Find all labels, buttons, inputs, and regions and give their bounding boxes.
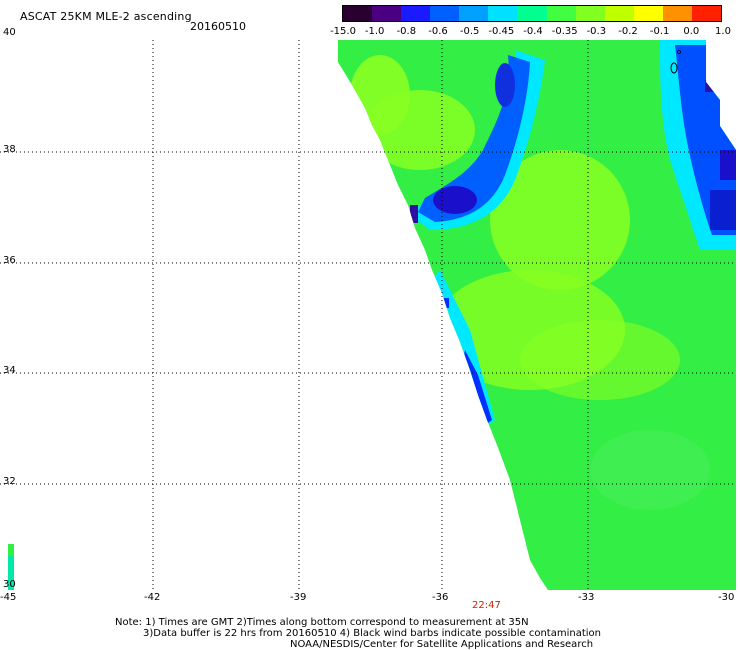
colorbar-swatch-5 bbox=[488, 6, 518, 21]
y-tick-30: 30 bbox=[3, 579, 16, 590]
wind-swath bbox=[338, 40, 736, 590]
colorbar-label: -0.35 bbox=[551, 26, 578, 37]
time-label: 22:47 bbox=[472, 600, 501, 611]
colorbar-label: -0.3 bbox=[586, 26, 607, 37]
colorbar-label: -0.6 bbox=[428, 26, 448, 37]
y-tick-38: 38 bbox=[3, 144, 16, 155]
colorbar-label: -0.2 bbox=[618, 26, 638, 37]
footer-note-2: 3)Data buffer is 22 hrs from 20160510 4)… bbox=[143, 628, 601, 639]
colorbar-label: -0.5 bbox=[459, 26, 480, 37]
colorbar-swatch-11 bbox=[662, 6, 692, 21]
islet-outline bbox=[677, 50, 681, 54]
colorbar-labels: -15.0 -1.0 -0.8 -0.6 -0.5 -0.45 -0.4 -0.35 -0.3-… bbox=[330, 26, 731, 40]
x-tick-neg30: -30 bbox=[718, 592, 735, 603]
colorbar-label: 0.0 bbox=[683, 26, 700, 37]
strip-green bbox=[8, 544, 14, 556]
x-tick-neg33: -33 bbox=[578, 592, 595, 603]
colorbar-swatch-9 bbox=[604, 6, 634, 21]
x-tick-neg36: -36 bbox=[432, 592, 449, 603]
graticule bbox=[0, 40, 736, 590]
colorbar-label: -0.4 bbox=[523, 26, 543, 37]
x-tick-neg39: -39 bbox=[290, 592, 307, 603]
strip-cyan bbox=[8, 556, 14, 590]
y-tick-36: 36 bbox=[3, 255, 16, 266]
colorbar-swatch-8 bbox=[575, 6, 605, 21]
colorbar-label: -0.45 bbox=[488, 26, 515, 37]
colorbar-swatch-1 bbox=[372, 6, 402, 21]
y-tick-40: 40 bbox=[3, 27, 16, 38]
map-title: ASCAT 25KM MLE-2 ascending bbox=[20, 10, 192, 23]
x-tick-neg45: -45 bbox=[0, 592, 17, 603]
colorbar-swatch-7 bbox=[546, 6, 576, 21]
colorbar-label: 1.0 bbox=[715, 26, 731, 37]
colorbar bbox=[342, 5, 722, 22]
colorbar-swatch-12 bbox=[691, 6, 722, 21]
footer-note-3: NOAA/NESDIS/Center for Satellite Applica… bbox=[290, 639, 594, 650]
map-date: 20160510 bbox=[190, 20, 246, 33]
colorbar-swatch-6 bbox=[517, 6, 547, 21]
island-outline bbox=[670, 62, 678, 74]
y-tick-32: 32 bbox=[3, 476, 16, 487]
colorbar-swatch-3 bbox=[430, 6, 460, 21]
colorbar-label: -1.0 bbox=[364, 26, 385, 37]
colorbar-swatch-0 bbox=[343, 6, 373, 21]
colorbar-label: -0.1 bbox=[649, 26, 670, 37]
x-tick-neg42: -42 bbox=[144, 592, 161, 603]
y-tick-34: 34 bbox=[3, 365, 16, 376]
footer-note-1: Note: 1) Times are GMT 2)Times along bot… bbox=[115, 617, 529, 628]
colorbar-swatch-4 bbox=[459, 6, 489, 21]
colorbar-swatch-10 bbox=[633, 6, 663, 21]
colorbar-swatch-2 bbox=[401, 6, 431, 21]
colorbar-label: -0.8 bbox=[396, 26, 417, 37]
colorbar-label: -15.0 bbox=[330, 26, 356, 37]
